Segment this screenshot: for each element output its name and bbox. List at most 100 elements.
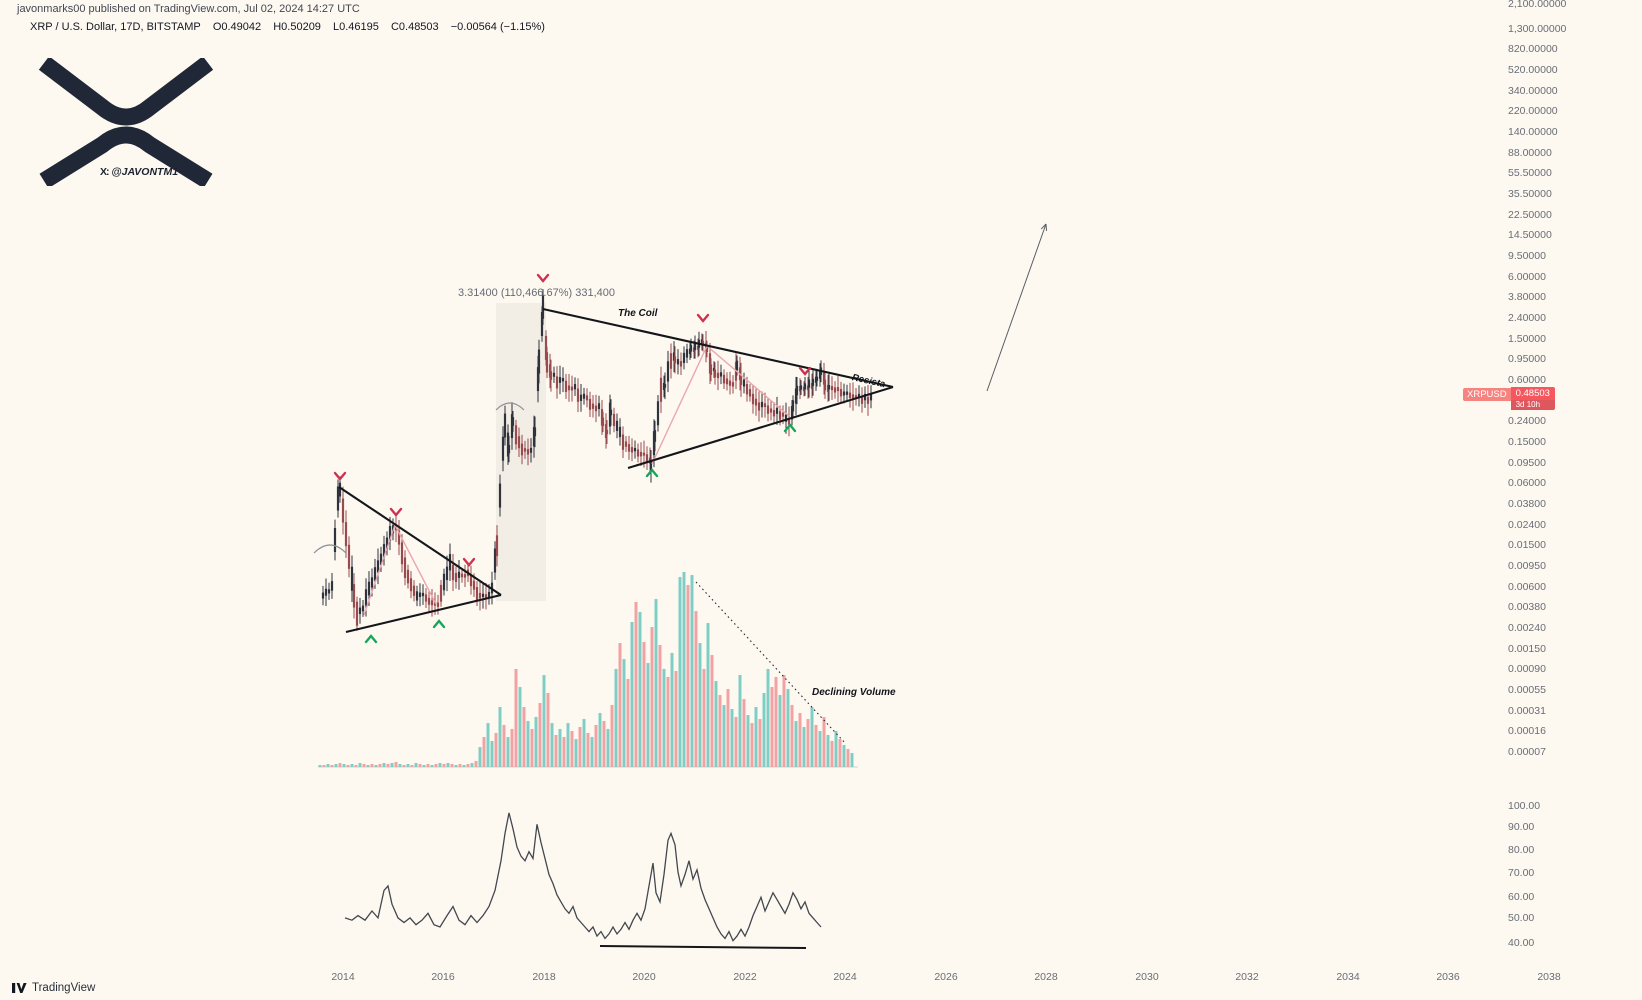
candle-body	[430, 600, 434, 606]
candle-body	[460, 573, 464, 578]
candle-body	[373, 567, 377, 581]
volume-bar	[502, 725, 506, 767]
candle-body	[409, 578, 413, 592]
ohlc-high: H0.50209	[273, 21, 321, 33]
candle-body	[388, 526, 392, 541]
price-axis-tick: 90.00	[1508, 821, 1535, 833]
candle-body	[685, 349, 689, 358]
candle-body	[636, 449, 640, 457]
volume-bar	[526, 721, 530, 767]
candle-body	[701, 340, 705, 345]
volume-bar	[410, 765, 414, 767]
candle-body	[544, 335, 548, 360]
ohlc-change: −0.00564 (−1.15%)	[450, 21, 545, 33]
publish-info: javonmarks00 published on TradingView.co…	[17, 3, 360, 15]
candle-body	[418, 592, 422, 597]
volume-bar	[450, 764, 454, 767]
volume-bar	[402, 765, 406, 767]
candle-body	[822, 372, 826, 385]
volume-bar	[730, 709, 734, 767]
volume-bar	[354, 765, 358, 767]
candle-body	[708, 353, 712, 374]
candle-body	[330, 581, 334, 591]
caret-up-mark-icon	[364, 634, 378, 644]
volume-bar	[386, 764, 390, 767]
candle-body	[540, 312, 544, 337]
volume-bar	[562, 737, 566, 767]
volume-bar	[790, 705, 794, 767]
candle-body	[493, 548, 497, 573]
year-axis-tick: 2028	[1034, 971, 1058, 983]
volume-bar	[814, 725, 818, 767]
volume-bar	[466, 764, 470, 767]
volume-bar	[714, 681, 718, 767]
candle-body	[866, 396, 870, 404]
candle-body	[436, 602, 440, 607]
volume-bar	[522, 707, 526, 767]
volume-bar	[774, 677, 778, 767]
candle-body	[778, 411, 782, 420]
volume-bar	[406, 764, 410, 767]
volume-bar	[786, 689, 790, 767]
chevron-down-mark-icon	[696, 313, 710, 323]
price-axis-tick: 2,100.00000	[1508, 0, 1567, 10]
volume-bar	[334, 764, 338, 767]
volume-bar	[630, 622, 634, 767]
candle-body	[548, 364, 552, 378]
year-axis-tick: 2026	[934, 971, 958, 983]
candle-body	[481, 593, 485, 598]
candle-body	[673, 356, 677, 364]
candle-body	[791, 400, 795, 412]
volume-bar	[478, 747, 482, 767]
caret-up-mark-icon	[432, 619, 446, 629]
candle-body	[748, 389, 752, 397]
candle-body	[570, 386, 574, 391]
volume-bar	[658, 645, 662, 767]
candle-body	[344, 522, 348, 547]
candle-body	[842, 391, 846, 396]
candle-body	[370, 577, 374, 588]
candle-body	[533, 427, 537, 437]
volume-bar	[750, 723, 754, 767]
volume-bar	[826, 735, 830, 767]
candle-body	[751, 393, 755, 405]
volume-bar	[550, 723, 554, 767]
price-axis-tick: 220.00000	[1508, 105, 1558, 117]
candle-body	[549, 371, 553, 380]
candle-body	[669, 353, 673, 369]
candle-body	[869, 393, 873, 401]
candle-body	[442, 573, 446, 591]
candle-body	[576, 388, 580, 402]
year-axis-tick: 2018	[532, 971, 556, 983]
declining-volume-annotation: Declining Volume	[812, 687, 896, 698]
volume-bar	[518, 687, 522, 767]
volume-bar	[418, 764, 422, 767]
candle-body	[355, 601, 359, 626]
price-axis-tick: 0.00016	[1508, 725, 1546, 737]
volume-bar	[462, 765, 466, 767]
candle-body	[397, 530, 401, 545]
volume-bar	[838, 739, 842, 767]
candle-body	[713, 369, 717, 378]
candle-body	[591, 403, 595, 409]
candle-body	[760, 401, 764, 408]
footer-brand[interactable]: TradingView	[12, 982, 95, 994]
volume-bar	[578, 727, 582, 767]
candle-body	[712, 367, 716, 372]
year-axis-tick: 2036	[1436, 971, 1460, 983]
candle-body	[763, 403, 767, 408]
chevron-down-mark-icon	[333, 471, 347, 481]
candle-body	[624, 441, 628, 447]
volume-bar	[810, 707, 814, 767]
candle-body	[555, 376, 559, 389]
price-axis-tick: 0.00055	[1508, 684, 1546, 696]
volume-bar	[674, 671, 678, 767]
price-axis-tick: 0.00090	[1508, 663, 1546, 675]
candle-body	[451, 564, 455, 581]
year-axis-tick: 2024	[833, 971, 857, 983]
volume-bar	[710, 655, 714, 767]
candle-body	[682, 352, 686, 363]
candle-body	[860, 395, 864, 404]
